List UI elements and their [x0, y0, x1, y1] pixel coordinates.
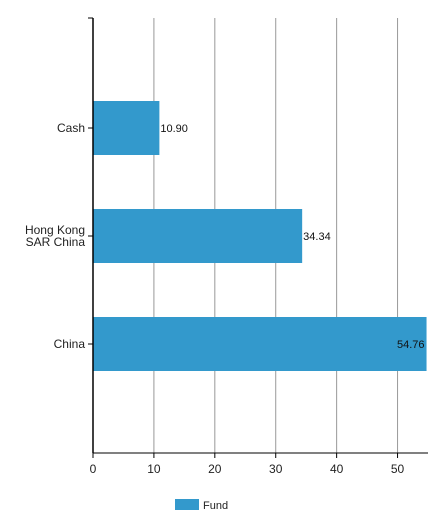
data-label: 10.90: [160, 123, 188, 135]
labels: 0 10 20 30 40 50 Cash 10.90 Hong Kong SAR China 34…: [25, 121, 425, 476]
x-tick-label: 40: [330, 462, 344, 476]
axes: [88, 17, 428, 458]
category-label: China: [54, 337, 86, 351]
x-tick-label: 10: [147, 462, 161, 476]
bar: [93, 317, 427, 371]
legend-swatch: [175, 499, 199, 510]
category-label: Cash: [57, 121, 85, 135]
legend-label: Fund: [203, 500, 228, 512]
data-label: 54.76: [397, 339, 425, 351]
x-tick-label: 50: [391, 462, 405, 476]
x-tick-label: 20: [208, 462, 222, 476]
bar: [93, 101, 160, 155]
x-tick-label: 30: [269, 462, 283, 476]
data-label: 34.34: [303, 231, 331, 243]
bars: [93, 101, 427, 371]
legend: Fund: [175, 499, 228, 512]
x-tick-label: 0: [90, 462, 97, 476]
category-label: Hong Kong SAR China: [25, 223, 85, 249]
bar: [93, 209, 303, 263]
